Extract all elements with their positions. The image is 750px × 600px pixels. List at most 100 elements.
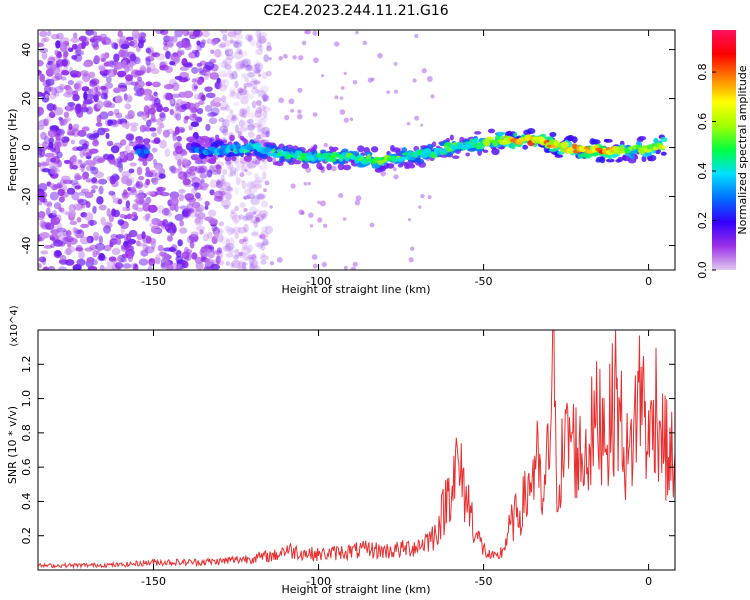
noise-blob [228, 161, 234, 171]
noise-blob [55, 214, 62, 223]
noise-blob [53, 183, 63, 189]
noise-blob [196, 40, 201, 46]
noise-blob [139, 124, 146, 133]
snr-line [38, 330, 675, 570]
signal-blob [482, 149, 489, 153]
noise-blob [142, 88, 153, 96]
noise-blob [181, 58, 188, 67]
noise-blob [183, 171, 191, 179]
noise-blob [245, 105, 251, 114]
noise-blob [81, 126, 90, 132]
noise-blob [124, 94, 133, 103]
noise-blob [151, 147, 158, 153]
noise-blob [74, 229, 83, 235]
noise-blob [47, 30, 52, 37]
noise-blob [113, 158, 122, 167]
noise-dot [412, 78, 417, 83]
noise-blob [156, 117, 163, 126]
noise-blob [108, 213, 115, 223]
noise-blob [241, 109, 248, 119]
noise-blob [225, 261, 231, 267]
noise-dot [237, 131, 243, 136]
noise-blob [54, 85, 64, 94]
noise-blob [221, 95, 227, 103]
noise-blob [204, 105, 213, 113]
noise-blob [120, 226, 125, 235]
noise-blob [137, 76, 142, 82]
noise-blob [96, 157, 106, 163]
y-tick-label: -20 [20, 188, 33, 206]
noise-blob [225, 252, 234, 258]
noise-blob [240, 178, 245, 183]
x-tick-label: -50 [475, 275, 493, 288]
noise-blob [75, 184, 82, 190]
noise-blob [49, 191, 59, 201]
noise-blob [38, 70, 43, 75]
noise-blob [116, 238, 122, 246]
snr-axes: -150 -100 -50 0 0.2 0.4 0.6 0.8 1.0 1.2 [20, 330, 675, 588]
noise-blob [175, 145, 183, 155]
noise-blob [85, 159, 94, 166]
noise-dot [290, 183, 296, 189]
noise-blob [212, 97, 223, 103]
noise-blob [219, 125, 229, 134]
noise-blob [241, 262, 247, 270]
noise-blob [213, 102, 222, 108]
noise-blob [129, 122, 139, 127]
noise-blob [155, 165, 163, 172]
noise-blob [216, 247, 222, 254]
signal-blob [634, 155, 639, 160]
noise-blob [91, 177, 98, 184]
noise-blob [78, 199, 88, 206]
noise-blob [239, 202, 246, 209]
noise-blob [208, 138, 215, 144]
signal-blob [419, 151, 429, 159]
noise-blob [242, 242, 248, 250]
signal-blob [386, 163, 395, 169]
noise-blob [89, 166, 97, 171]
spectrogram-panel: -150 -100 -50 0 -40 -20 0 20 40 Height of straig… [6, 29, 676, 296]
noise-blob [122, 206, 128, 212]
noise-blob [86, 237, 92, 244]
noise-blob [229, 249, 235, 254]
noise-blob [233, 33, 243, 41]
noise-dot [338, 193, 344, 199]
noise-blob [214, 48, 222, 58]
noise-blob [206, 38, 214, 45]
noise-blob [46, 103, 55, 112]
colorbar-tick-label: 0.0 [696, 261, 709, 279]
noise-blob [54, 73, 63, 80]
noise-blob [174, 75, 183, 81]
signal-blob [513, 132, 518, 138]
noise-blob [52, 230, 62, 239]
noise-blob [71, 182, 81, 188]
noise-blob [177, 166, 183, 175]
noise-blob [59, 43, 68, 53]
noise-dot [308, 212, 314, 218]
signal-blob [526, 128, 536, 135]
noise-blob [244, 64, 254, 72]
noise-blob [85, 178, 92, 183]
noise-blob [122, 263, 132, 269]
noise-blob [152, 158, 158, 165]
noise-blob [127, 95, 133, 103]
noise-blob [186, 102, 196, 110]
noise-blob [250, 196, 260, 206]
noise-blob [136, 200, 147, 206]
noise-dot [268, 57, 272, 61]
noise-blob [181, 251, 190, 260]
noise-blob [176, 50, 183, 58]
signal-blob [487, 128, 496, 134]
noise-blob [38, 199, 43, 206]
signal-blob [331, 146, 339, 151]
noise-blob [254, 241, 265, 248]
noise-blob [233, 41, 243, 48]
noise-blob [261, 116, 269, 121]
noise-dot [304, 30, 308, 35]
noise-blob [250, 180, 257, 188]
noise-blob [246, 71, 256, 78]
noise-blob [237, 265, 247, 270]
noise-blob [160, 30, 169, 36]
noise-blob [265, 130, 270, 138]
noise-blob [222, 119, 230, 129]
